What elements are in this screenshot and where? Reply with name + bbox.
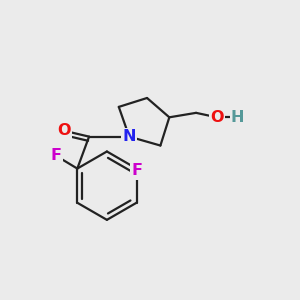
Text: N: N	[122, 129, 136, 144]
Text: H: H	[231, 110, 244, 125]
Text: O: O	[57, 123, 70, 138]
Text: O: O	[210, 110, 224, 125]
Text: F: F	[131, 163, 142, 178]
Text: F: F	[51, 148, 62, 164]
